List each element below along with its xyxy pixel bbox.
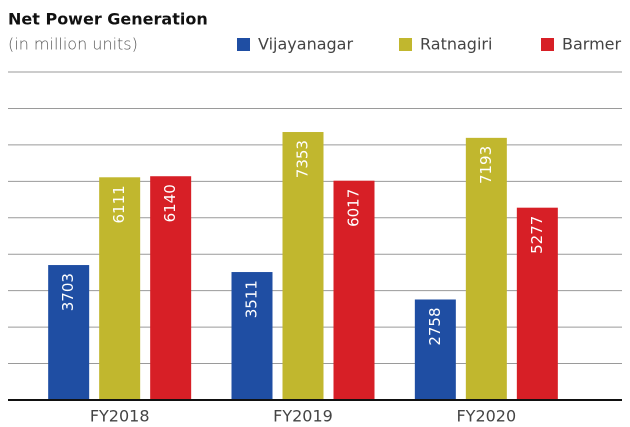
bar bbox=[99, 177, 141, 400]
value-label: 7353 bbox=[294, 140, 312, 178]
bar bbox=[48, 265, 90, 400]
value-label: 3511 bbox=[243, 280, 261, 318]
legend-label: Vijayanagar bbox=[258, 35, 353, 54]
legend-swatch bbox=[399, 38, 412, 51]
chart-title: Net Power Generation bbox=[8, 10, 208, 29]
bar bbox=[516, 207, 558, 400]
value-label: 5277 bbox=[528, 216, 546, 254]
bar bbox=[465, 137, 507, 401]
x-tick-label: FY2018 bbox=[90, 407, 150, 426]
bar bbox=[333, 180, 375, 400]
value-label: 6111 bbox=[110, 185, 128, 223]
bar bbox=[231, 272, 273, 400]
value-label: 6017 bbox=[345, 189, 363, 227]
legend-label: Ratnagiri bbox=[420, 35, 492, 54]
bar bbox=[282, 132, 324, 401]
legend-swatch bbox=[237, 38, 250, 51]
value-label: 7193 bbox=[477, 146, 495, 184]
chart-subtitle: (in million units) bbox=[8, 35, 138, 54]
legend-label: Barmer bbox=[562, 35, 622, 54]
value-label: 6140 bbox=[161, 184, 179, 222]
bar bbox=[150, 176, 192, 400]
legend-swatch bbox=[541, 38, 554, 51]
x-tick-label: FY2020 bbox=[456, 407, 516, 426]
value-label: 3703 bbox=[59, 273, 77, 311]
value-label: 2758 bbox=[426, 307, 444, 345]
bar bbox=[414, 299, 456, 400]
x-tick-label: FY2019 bbox=[273, 407, 333, 426]
